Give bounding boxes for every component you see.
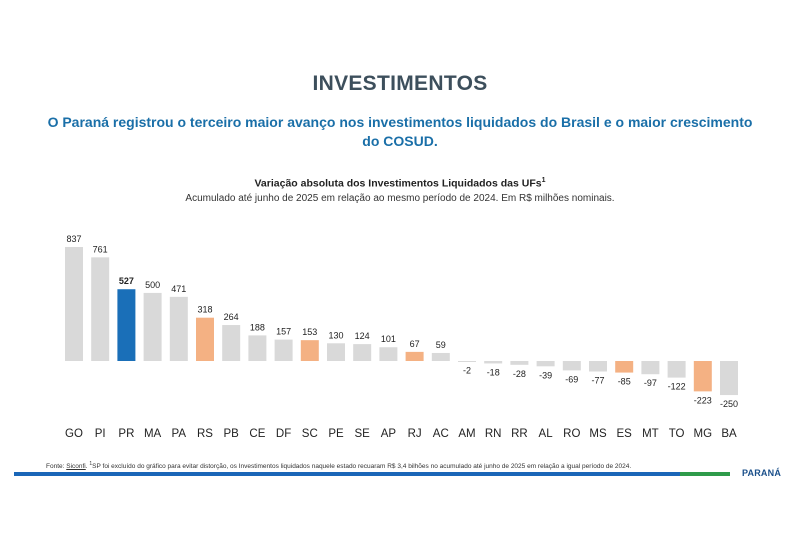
bar-es — [615, 361, 634, 373]
bar-ro — [562, 361, 581, 371]
bar-mg — [693, 361, 712, 392]
bar-pb — [222, 325, 241, 361]
category-label-mg: MG — [694, 428, 713, 440]
value-label-rs: 318 — [197, 305, 212, 315]
category-label-pa: PA — [172, 428, 187, 440]
category-label-ce: CE — [249, 428, 265, 440]
value-label-pe: 130 — [328, 330, 343, 340]
bar-ms — [589, 361, 607, 372]
bar-rj — [405, 351, 424, 361]
value-label-pi: 761 — [93, 244, 108, 254]
value-label-es: -85 — [618, 377, 631, 387]
value-label-to: -122 — [668, 382, 686, 392]
parana-logo-text: PARANÁ — [742, 468, 782, 478]
category-label-to: TO — [669, 428, 685, 440]
value-label-ms: -77 — [591, 375, 604, 385]
chart-title-text: Variação absoluta dos Investimentos Liqu… — [254, 177, 542, 190]
footnote: Fonte: Siconfi. 1SP foi excluído do gráf… — [46, 461, 632, 471]
bar-se — [353, 344, 372, 361]
category-label-ma: MA — [144, 428, 162, 440]
bar-chart: 837 GO 761 PI 527 PR 500 MA 471 PA 318 RS 264 PB 188 CE… — [65, 234, 738, 440]
value-label-rr: -28 — [513, 369, 526, 379]
category-label-mt: MT — [642, 428, 659, 440]
bar-pe — [327, 343, 345, 361]
value-label-rj: 67 — [410, 339, 420, 349]
page-subtitle: O Paraná registrou o terceiro maior avan… — [47, 114, 753, 149]
category-label-es: ES — [617, 428, 633, 440]
value-label-pr: 527 — [119, 276, 134, 286]
value-label-mg: -223 — [694, 395, 712, 405]
category-label-ac: AC — [433, 428, 449, 440]
category-label-pb: PB — [224, 428, 240, 440]
category-label-pr: PR — [118, 428, 134, 440]
category-label-rj: RJ — [408, 428, 422, 440]
category-label-ba: BA — [721, 428, 737, 440]
value-label-mt: -97 — [644, 378, 657, 388]
category-label-df: DF — [276, 428, 291, 440]
value-label-go: 837 — [66, 234, 81, 244]
footnote-prefix: Fonte: — [46, 463, 67, 471]
footer-stripe-green — [680, 472, 730, 476]
bar-ap — [379, 347, 398, 361]
bar-ce — [248, 335, 267, 361]
chart-title: Variação absoluta dos Investimentos Liqu… — [0, 177, 800, 190]
bar-rs — [196, 317, 214, 361]
category-label-pi: PI — [95, 428, 106, 440]
value-label-se: 124 — [355, 331, 370, 341]
value-label-pb: 264 — [224, 312, 239, 322]
page-title: INVESTIMENTOS — [312, 72, 488, 95]
value-label-df: 157 — [276, 327, 291, 337]
category-label-ms: MS — [589, 428, 607, 440]
bar-mt — [641, 361, 660, 375]
bar-to — [667, 361, 686, 378]
category-label-rn: RN — [485, 428, 502, 440]
bar-ac — [431, 352, 450, 361]
bar-df — [274, 339, 293, 361]
category-label-ro: RO — [563, 428, 580, 440]
chart-subtitle: Acumulado até junho de 2025 em relação a… — [185, 193, 615, 204]
bar-am — [458, 361, 476, 362]
category-label-am: AM — [458, 428, 475, 440]
category-label-rr: RR — [511, 428, 528, 440]
value-label-pa: 471 — [171, 284, 186, 294]
category-label-go: GO — [65, 428, 83, 440]
bar-ba — [720, 361, 738, 396]
bar-pa — [169, 296, 188, 361]
value-label-ac: 59 — [436, 340, 446, 350]
chart-title-footnote-marker: 1 — [541, 177, 546, 184]
value-label-ma: 500 — [145, 280, 160, 290]
bar-al — [536, 361, 555, 367]
bar-sc — [300, 340, 319, 361]
footnote-marker: 1 — [89, 461, 93, 467]
value-label-ce: 188 — [250, 322, 265, 332]
category-label-rs: RS — [197, 428, 213, 440]
category-label-sc: SC — [302, 428, 318, 440]
footnote-text: SP foi excluído do gráfico para evitar d… — [92, 463, 632, 471]
value-label-ap: 101 — [381, 334, 396, 344]
bar-go — [65, 247, 83, 361]
value-label-al: -39 — [539, 370, 552, 380]
bar-pi — [91, 257, 110, 361]
category-label-ap: AP — [381, 428, 397, 440]
value-label-am: -2 — [463, 365, 471, 375]
category-label-pe: PE — [328, 428, 344, 440]
value-label-sc: 153 — [302, 327, 317, 337]
value-label-ro: -69 — [565, 374, 578, 384]
value-label-rn: -18 — [487, 367, 500, 377]
category-label-al: AL — [539, 428, 554, 440]
category-label-se: SE — [355, 428, 371, 440]
bar-ma — [143, 292, 162, 361]
footnote-source-link[interactable]: Siconfi — [66, 463, 86, 471]
parana-logo: PARANÁ — [742, 467, 790, 481]
value-label-ba: -250 — [720, 399, 738, 409]
bar-rr — [510, 361, 529, 365]
bar-pr — [117, 289, 136, 361]
footer-stripe-blue — [14, 472, 730, 476]
bar-rn — [484, 361, 503, 364]
